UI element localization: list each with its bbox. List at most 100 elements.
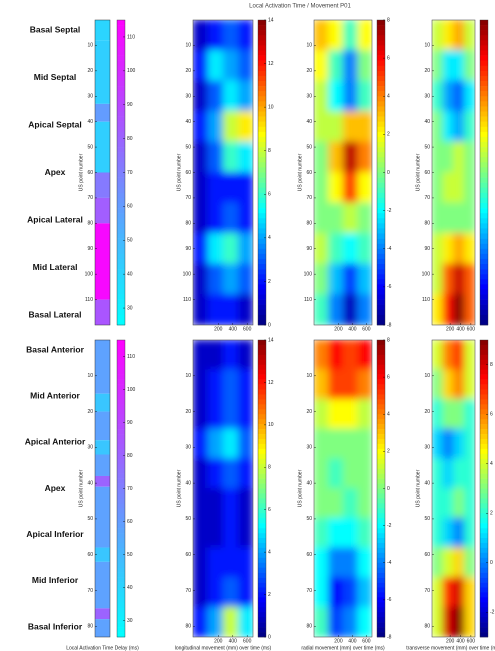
y-axis-label: US point number	[297, 153, 303, 191]
colorbar-tick-label: 80	[127, 453, 133, 459]
colorbar-step	[377, 557, 385, 564]
y-tick-label: 50	[185, 516, 191, 522]
colorbar-step	[480, 597, 488, 603]
colorbar-step	[480, 50, 488, 56]
panel	[314, 20, 372, 325]
y-tick-label: 10	[424, 43, 430, 49]
colorbar-tick-label: -8	[387, 634, 392, 640]
colorbar-step	[480, 75, 488, 82]
colorbar-step	[480, 493, 488, 499]
colorbar-step	[258, 187, 266, 194]
colorbar-tick-label: 12	[268, 61, 274, 67]
y-tick-label: 100	[183, 271, 192, 277]
heatmap-cell	[453, 369, 466, 400]
heatmap-cell	[238, 577, 253, 608]
colorbar-step	[258, 592, 266, 598]
heatmap-cell	[342, 547, 359, 579]
colorbar-step	[377, 111, 385, 117]
colorbar-step	[117, 567, 125, 573]
colorbar-step	[117, 314, 125, 321]
colorbar-step	[480, 612, 488, 618]
colorbar-step	[258, 96, 266, 102]
x-tick-label: 600	[467, 326, 476, 332]
heatmap-cell	[464, 398, 475, 430]
heatmap-cell	[193, 428, 209, 460]
colorbar-tick-label: 40	[127, 271, 133, 277]
colorbar-step	[377, 577, 385, 583]
segment-label: Basal Anterior	[26, 344, 84, 354]
colorbar-step	[480, 284, 488, 290]
colorbar-step	[117, 121, 125, 128]
colorbar-frame	[479, 19, 489, 326]
colorbar-step	[117, 70, 125, 77]
colorbar-step	[258, 50, 266, 56]
y-tick-label: 50	[185, 144, 191, 150]
heatmap-cell	[453, 141, 466, 173]
colorbar-step	[480, 404, 488, 410]
colorbar-step	[377, 340, 385, 346]
colorbar-step	[117, 557, 125, 564]
x-axis-label: Local Activation Time Delay (ms)	[66, 645, 139, 651]
heatmap-cell	[328, 20, 344, 51]
colorbar-step	[480, 528, 488, 534]
colorbar-step	[480, 374, 488, 380]
colorbar-tick-label: 2	[387, 449, 390, 455]
colorbar-step	[117, 136, 125, 143]
y-tick-label: 10	[306, 373, 312, 379]
heatmap-cell	[464, 111, 475, 143]
colorbar-step	[117, 409, 125, 415]
colorbar-step	[377, 622, 385, 628]
heatmap-cell	[222, 141, 240, 173]
heatmap-cell	[357, 202, 372, 234]
heatmap-cell	[453, 428, 466, 460]
colorbar-step	[258, 364, 266, 370]
colorbar-tick-label: 60	[127, 519, 133, 525]
colorbar-step	[480, 126, 488, 133]
y-tick-label: 20	[87, 409, 93, 415]
colorbar-step	[117, 562, 125, 568]
heatmap-cell	[432, 369, 444, 400]
colorbar-step	[117, 478, 125, 484]
colorbar-step	[377, 379, 385, 385]
y-tick-label: 30	[87, 94, 93, 100]
colorbar-step	[117, 349, 125, 356]
colorbar-tick-label: 14	[268, 17, 274, 23]
colorbar-step	[117, 533, 125, 539]
colorbar-step	[480, 228, 488, 234]
colorbar-step	[258, 394, 266, 400]
colorbar-step	[480, 314, 488, 321]
colorbar-step	[377, 121, 385, 128]
colorbar-step	[258, 192, 266, 199]
colorbar-step	[480, 238, 488, 244]
colorbar-step	[377, 439, 385, 445]
colorbar-step	[377, 101, 385, 107]
y-tick-label: 30	[306, 94, 312, 100]
colorbar-step	[117, 116, 125, 122]
colorbar-tick-label: -2	[387, 523, 392, 529]
heatmap-cell	[207, 294, 224, 325]
heatmap-cell	[442, 141, 455, 173]
x-axis-label: longitudinal movement (mm) over time (ms…	[175, 645, 272, 651]
heatmap-cell	[432, 458, 444, 489]
colorbar-step	[117, 218, 125, 224]
colorbar-step	[377, 562, 385, 568]
colorbar-step	[258, 533, 266, 539]
colorbar-step	[480, 542, 488, 549]
colorbar-step	[480, 562, 488, 568]
colorbar-step	[258, 483, 266, 489]
heatmap-cell	[328, 50, 344, 82]
colorbar-step	[377, 493, 385, 499]
heatmap-cell	[328, 398, 344, 430]
y-tick-label: 10	[306, 43, 312, 49]
colorbar-step	[117, 379, 125, 385]
colorbar-step	[117, 299, 125, 305]
colorbar-step	[117, 414, 125, 420]
colorbar-step	[117, 147, 125, 153]
heatmap-cell	[314, 547, 330, 579]
colorbar-step	[480, 131, 488, 138]
heatmap-cell	[222, 202, 240, 234]
heatmap-cell	[328, 517, 344, 549]
heatmap-cell	[357, 458, 372, 489]
colorbar-step	[258, 45, 266, 51]
colorbar-tick-label: 70	[127, 170, 133, 176]
